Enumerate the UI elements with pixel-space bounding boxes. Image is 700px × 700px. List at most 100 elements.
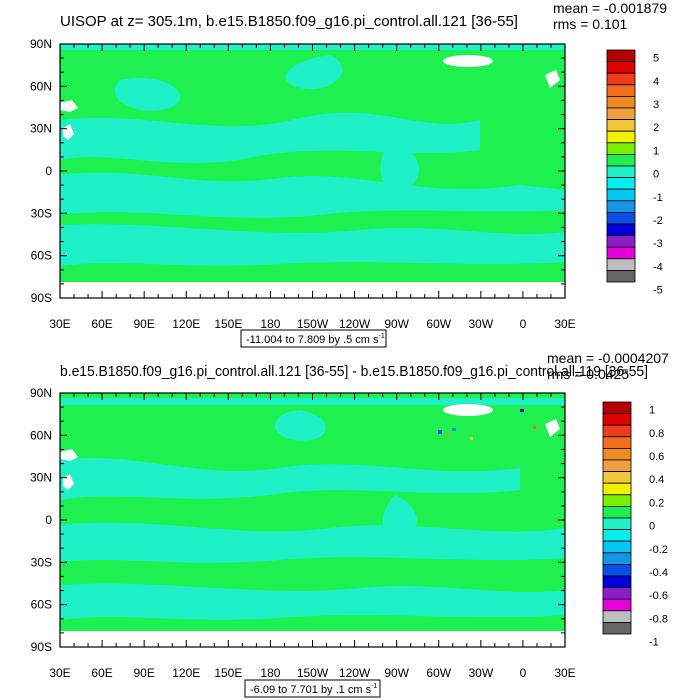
- colorbar-box: [602, 447, 632, 461]
- x-tick-label: 0: [520, 666, 527, 680]
- colorbar-box: [606, 269, 636, 283]
- colorbar-box: [602, 482, 632, 496]
- y-tick-label: 0: [45, 513, 52, 527]
- colorbar-label: -0.8: [649, 613, 668, 625]
- x-tick-label: 180: [260, 666, 280, 680]
- colorbar-box: [606, 130, 636, 144]
- x-tick-label: 90E: [133, 666, 154, 680]
- colorbar-label: 0.6: [649, 451, 664, 463]
- colorbar-box: [606, 246, 636, 260]
- colorbar-box: [606, 142, 636, 155]
- colorbar-box: [606, 96, 636, 109]
- y-tick-label: 60N: [30, 428, 52, 442]
- panel-2-range-main: -6.09 to 7.701 by .1 cm s: [250, 684, 372, 696]
- x-tick-label: 30W: [468, 317, 493, 331]
- colorbar-label: -4: [653, 261, 663, 273]
- colorbar-label: 0.4: [649, 474, 664, 486]
- x-tick-label: 60E: [91, 317, 112, 331]
- colorbar-box: [602, 529, 632, 542]
- panel-1: UISOP at z= 305.1m, b.e15.B1850.f09_g16.…: [30, 0, 667, 348]
- x-tick-label: 60W: [426, 317, 451, 331]
- colorbar-box: [602, 401, 632, 415]
- panel-1-map: [59, 43, 566, 299]
- colorbar-label: -1: [649, 637, 659, 649]
- x-tick-label: 90W: [384, 317, 409, 331]
- colorbar-box: [602, 622, 632, 635]
- y-tick-label: 60S: [31, 249, 52, 263]
- x-tick-label: 150W: [297, 317, 329, 331]
- y-tick-label: 90S: [31, 640, 52, 654]
- colorbar-box: [602, 517, 632, 531]
- colorbar-label: -1: [653, 192, 663, 204]
- colorbar-box: [606, 258, 636, 271]
- panel-1-range-label: -11.004 to 7.809 by .5 cm s-1: [240, 329, 387, 348]
- x-tick-label: 30E: [554, 317, 575, 331]
- colorbar-label: 5: [653, 53, 659, 65]
- colorbar-box: [606, 235, 636, 248]
- panel-1-range-text: -11.004 to 7.809 by .5 cm s-1: [246, 333, 385, 346]
- panel-2-negative-regions: [60, 398, 565, 620]
- y-tick-label: 90N: [30, 37, 52, 51]
- x-tick-label: 0: [520, 317, 527, 331]
- panel-1-range-main: -11.004 to 7.809 by .5 cm s: [246, 334, 379, 346]
- x-tick-label: 150W: [297, 666, 329, 680]
- colorbar-label: 1: [649, 405, 655, 417]
- panel-2-range-text: -6.09 to 7.701 by .1 cm s-1: [250, 683, 377, 696]
- colorbar-box: [602, 575, 632, 589]
- colorbar-label: 0: [649, 521, 655, 533]
- panel-1-range-box: [240, 329, 387, 348]
- colorbar-box: [602, 494, 632, 507]
- colorbar-box: [602, 471, 632, 484]
- panel-2-title: b.e15.B1850.f09_g16.pi_control.all.121 […: [60, 363, 648, 380]
- y-tick-label: 30N: [30, 122, 52, 136]
- colorbar-box: [606, 188, 636, 202]
- colorbar-label: -2: [653, 215, 663, 227]
- y-tick-label: 0: [45, 164, 52, 178]
- colorbar-label: 0.8: [649, 428, 664, 440]
- x-tick-label: 60W: [426, 666, 451, 680]
- colorbar-box: [606, 49, 636, 63]
- colorbar-label: 4: [653, 76, 659, 88]
- colorbar-box: [602, 564, 632, 577]
- colorbar-box: [606, 177, 636, 190]
- y-tick-label: 60S: [31, 598, 52, 612]
- panel-2-mean: mean = -0.0004207: [547, 350, 669, 366]
- colorbar-box: [606, 165, 636, 179]
- y-tick-label: 30S: [31, 555, 52, 569]
- x-tick-label: 120W: [339, 666, 371, 680]
- x-tick-label: 30E: [554, 666, 575, 680]
- x-tick-label: 30E: [49, 666, 70, 680]
- x-tick-label: 120E: [172, 317, 200, 331]
- panel-1-colorbar: 5 4 3 2 1 0 -1 -2 -3 -4 -5: [606, 49, 663, 297]
- colorbar-box: [606, 153, 636, 167]
- panel-2-rms: rms = 0.0425: [547, 366, 629, 382]
- x-tick-label: 60E: [91, 666, 112, 680]
- colorbar-box: [606, 119, 636, 132]
- x-tick-label: 90E: [133, 317, 154, 331]
- colorbar-box: [606, 84, 636, 97]
- colorbar-label: 0.2: [649, 497, 664, 509]
- x-tick-label: 90W: [384, 666, 409, 680]
- colorbar-label: 0: [653, 169, 659, 181]
- colorbar-box: [602, 610, 632, 623]
- panel-2-range-box: [244, 679, 381, 698]
- panel-2-range-sup: -1: [371, 683, 377, 690]
- x-tick-label: 30W: [468, 666, 493, 680]
- panel-2-colorbar: 1 0.8 0.6 0.4 0.2 0 -0.2 -0.4 -0.6 -0.8 -1: [602, 401, 668, 649]
- colorbar-label: 2: [653, 122, 659, 134]
- panel-1-ticks: 30E 60E 90E 120E 150E 180 150W 120W 90W 60W 30W 0 30…: [30, 37, 576, 331]
- y-tick-label: 60N: [30, 79, 52, 93]
- panel-1-title: UISOP at z= 305.1m, b.e15.B1850.f09_g16.…: [60, 13, 518, 30]
- colorbar-label: -5: [653, 285, 663, 297]
- x-tick-label: 150E: [214, 317, 242, 331]
- panel-2-range-label: -6.09 to 7.701 by .1 cm s-1: [244, 679, 381, 698]
- colorbar-box: [606, 200, 636, 213]
- x-tick-label: 30E: [49, 317, 70, 331]
- colorbar-box: [602, 459, 632, 473]
- colorbar-box: [602, 552, 632, 565]
- y-tick-label: 30N: [30, 471, 52, 485]
- x-tick-label: 120E: [172, 666, 200, 680]
- colorbar-box: [602, 540, 632, 554]
- panel-2: b.e15.B1850.f09_g16.pi_control.all.121 […: [30, 350, 669, 698]
